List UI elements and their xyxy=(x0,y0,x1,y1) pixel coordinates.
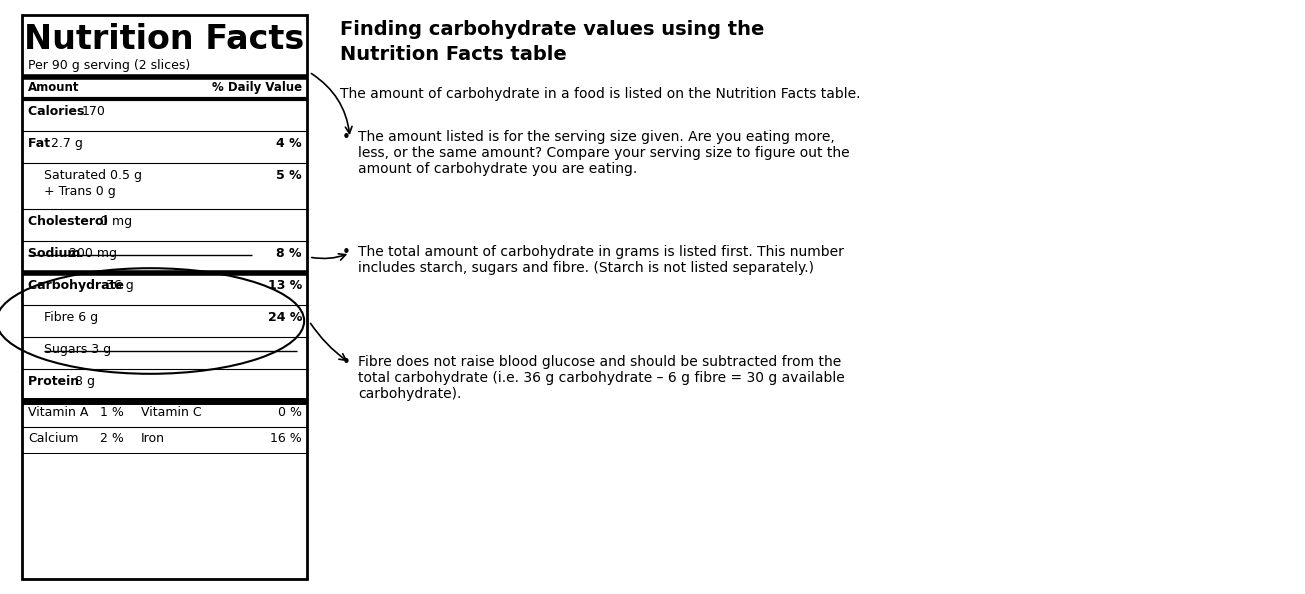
Text: 0 %: 0 % xyxy=(278,406,301,419)
Text: 170: 170 xyxy=(82,105,106,118)
Text: Protein: Protein xyxy=(27,375,84,388)
Bar xyxy=(22,453,307,454)
Text: 5 %: 5 % xyxy=(277,169,301,182)
Text: •: • xyxy=(342,245,351,260)
Text: •: • xyxy=(342,130,351,145)
Text: 2 %: 2 % xyxy=(100,432,124,445)
Text: 1 %: 1 % xyxy=(100,406,124,419)
Text: Calories: Calories xyxy=(27,105,89,118)
Text: •: • xyxy=(342,355,351,370)
Text: 4 %: 4 % xyxy=(277,137,301,150)
Text: Fibre does not raise blood glucose and should be subtracted from the
total carbo: Fibre does not raise blood glucose and s… xyxy=(358,355,844,402)
Text: 2.7 g: 2.7 g xyxy=(51,137,82,150)
Text: 16 %: 16 % xyxy=(270,432,301,445)
Text: + Trans 0 g: + Trans 0 g xyxy=(44,185,116,198)
Text: Vitamin A: Vitamin A xyxy=(27,406,89,419)
Text: Vitamin C: Vitamin C xyxy=(141,406,202,419)
Text: 0 mg: 0 mg xyxy=(100,215,132,228)
Text: Amount: Amount xyxy=(27,81,80,94)
Text: Iron: Iron xyxy=(141,432,164,445)
Text: % Daily Value: % Daily Value xyxy=(211,81,301,94)
Text: 200 mg: 200 mg xyxy=(69,247,117,260)
Text: Per 90 g serving (2 slices): Per 90 g serving (2 slices) xyxy=(27,59,191,72)
Text: Fibre 6 g: Fibre 6 g xyxy=(44,311,98,324)
Text: Nutrition Facts: Nutrition Facts xyxy=(25,23,304,56)
Text: 13 %: 13 % xyxy=(268,279,301,292)
Text: Sodium: Sodium xyxy=(27,247,85,260)
Text: The total amount of carbohydrate in grams is listed first. This number
includes : The total amount of carbohydrate in gram… xyxy=(358,245,844,275)
Bar xyxy=(22,15,307,579)
Text: 8 g: 8 g xyxy=(76,375,95,388)
Text: Nutrition Facts table: Nutrition Facts table xyxy=(341,45,566,64)
Text: The amount of carbohydrate in a food is listed on the Nutrition Facts table.: The amount of carbohydrate in a food is … xyxy=(341,87,860,101)
Text: Fat: Fat xyxy=(27,137,55,150)
Text: The amount listed is for the serving size given. Are you eating more,
less, or t: The amount listed is for the serving siz… xyxy=(358,130,850,176)
Text: 24 %: 24 % xyxy=(268,311,301,324)
Text: Cholesterol: Cholesterol xyxy=(27,215,112,228)
Text: Sugars 3 g: Sugars 3 g xyxy=(44,343,111,356)
Text: 8 %: 8 % xyxy=(277,247,301,260)
Text: 36 g: 36 g xyxy=(107,279,134,292)
Text: Calcium: Calcium xyxy=(27,432,78,445)
Text: Finding carbohydrate values using the: Finding carbohydrate values using the xyxy=(341,20,765,39)
Text: Saturated 0.5 g: Saturated 0.5 g xyxy=(44,169,142,182)
Text: Carbohydrate: Carbohydrate xyxy=(27,279,128,292)
